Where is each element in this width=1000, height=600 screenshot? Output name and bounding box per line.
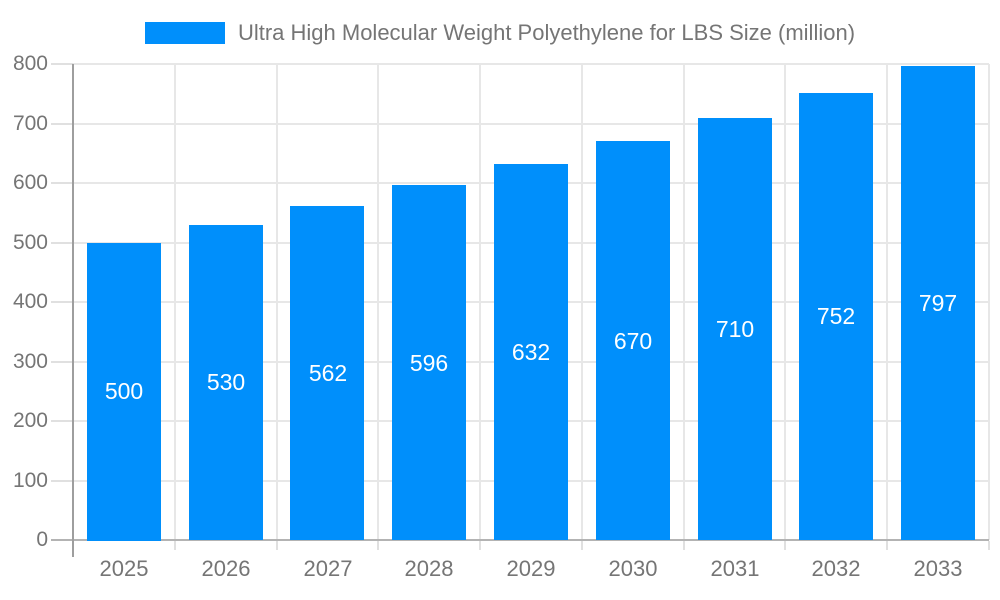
y-axis-label: 800 <box>12 52 48 75</box>
x-axis-tick <box>886 541 888 550</box>
x-axis-tick <box>683 541 685 550</box>
y-axis-label: 200 <box>12 409 48 432</box>
bar-value-label: 710 <box>715 316 755 342</box>
bar-2025 <box>87 243 161 541</box>
x-axis-tick <box>581 541 583 550</box>
gridline-vertical <box>276 64 278 540</box>
y-axis-label: 300 <box>12 350 48 373</box>
gridline-vertical <box>886 64 888 540</box>
gridline-vertical <box>174 64 176 540</box>
bar-2033 <box>901 66 975 540</box>
y-axis-tick <box>51 480 73 482</box>
x-axis-label: 2030 <box>608 556 658 581</box>
x-axis-label: 2032 <box>811 556 861 581</box>
y-axis-tick <box>51 182 73 184</box>
bar-2027 <box>290 206 364 540</box>
y-axis-label: 100 <box>12 469 48 492</box>
bar-2030 <box>596 141 670 540</box>
x-axis-tick <box>174 541 176 550</box>
y-axis-tick <box>51 361 73 363</box>
x-axis-tick <box>377 541 379 550</box>
legend-label: Ultra High Molecular Weight Polyethylene… <box>237 20 856 45</box>
gridline-vertical <box>581 64 583 540</box>
bar-value-label: 752 <box>816 303 856 329</box>
y-axis-label: 500 <box>12 231 48 254</box>
gridline-horizontal <box>73 63 989 65</box>
gridline-vertical <box>479 64 481 540</box>
bar-value-label: 562 <box>308 360 348 386</box>
gridline-vertical <box>683 64 685 540</box>
x-axis-label: 2033 <box>913 556 963 581</box>
bar-2029 <box>494 164 568 540</box>
y-axis-label: 0 <box>36 528 48 551</box>
chart-legend[interactable]: Ultra High Molecular Weight Polyethylene… <box>0 20 1000 46</box>
y-axis-tick <box>51 63 73 65</box>
y-axis-tick <box>51 242 73 244</box>
y-axis-tick <box>51 420 73 422</box>
y-axis-tick <box>51 301 73 303</box>
bar-value-label: 530 <box>206 369 246 395</box>
x-axis-label: 2028 <box>404 556 454 581</box>
x-axis-label: 2026 <box>201 556 251 581</box>
gridline-vertical <box>988 64 990 540</box>
y-axis-label: 600 <box>12 171 48 194</box>
x-axis-tick <box>784 541 786 550</box>
x-axis-tick <box>479 541 481 550</box>
gridline-vertical <box>377 64 379 540</box>
gridline-horizontal <box>73 123 989 125</box>
y-axis-tick <box>51 123 73 125</box>
bar-value-label: 797 <box>918 290 958 316</box>
bar-value-label: 596 <box>409 350 449 376</box>
y-axis-label: 400 <box>12 290 48 313</box>
bar-value-label: 670 <box>613 328 653 354</box>
bar-2031 <box>698 118 772 540</box>
x-axis-label: 2027 <box>303 556 353 581</box>
gridline-vertical <box>784 64 786 540</box>
x-axis-label: 2031 <box>710 556 760 581</box>
x-axis-label: 2029 <box>506 556 556 581</box>
y-axis-label: 700 <box>12 112 48 135</box>
bar-2026 <box>189 225 263 540</box>
bar-value-label: 632 <box>511 339 551 365</box>
bar-2028 <box>392 185 466 540</box>
bar-value-label: 500 <box>104 378 144 404</box>
x-axis-tick <box>276 541 278 550</box>
y-axis-line <box>72 64 74 557</box>
legend-swatch-icon <box>144 22 225 44</box>
bar-2032 <box>799 93 873 540</box>
x-axis-line <box>51 539 989 541</box>
x-axis-tick <box>988 541 990 550</box>
x-axis-label: 2025 <box>99 556 149 581</box>
